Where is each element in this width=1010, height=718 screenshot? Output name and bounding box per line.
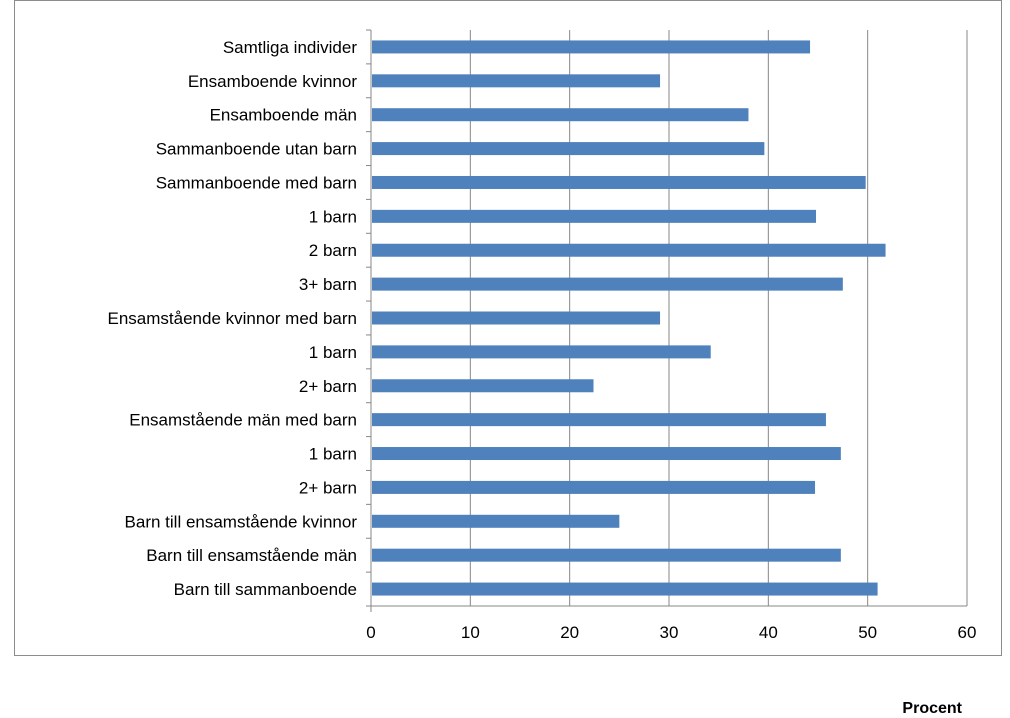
bar xyxy=(372,480,816,494)
bar xyxy=(372,548,841,562)
x-tick-label: 60 xyxy=(958,623,977,642)
bar xyxy=(372,345,711,359)
bar xyxy=(372,142,765,156)
category-label: 1 barn xyxy=(309,445,357,464)
category-label: 1 barn xyxy=(309,207,357,226)
bar xyxy=(372,277,843,291)
category-label: 2 barn xyxy=(309,241,357,260)
x-tick-label: 40 xyxy=(759,623,778,642)
bar xyxy=(372,413,826,427)
category-label: Samtliga individer xyxy=(223,38,358,57)
category-label: 2+ barn xyxy=(299,478,357,497)
x-axis-label: Procent xyxy=(902,700,962,717)
category-label: Sammanboende med barn xyxy=(156,173,357,192)
bar xyxy=(372,175,866,189)
category-label: 1 barn xyxy=(309,343,357,362)
category-label: Sammanboende utan barn xyxy=(156,140,357,159)
category-label: Barn till sammanboende xyxy=(174,580,357,599)
x-tick-label: 30 xyxy=(660,623,679,642)
category-label: Ensamboende män xyxy=(210,106,357,125)
bar xyxy=(372,243,886,257)
category-label: Barn till ensamstående män xyxy=(146,546,357,565)
bar xyxy=(372,311,661,325)
category-label: Barn till ensamstående kvinnor xyxy=(125,512,358,531)
x-tick-label: 0 xyxy=(366,623,375,642)
category-label: 2+ barn xyxy=(299,377,357,396)
x-tick-label: 10 xyxy=(461,623,480,642)
bar xyxy=(372,514,620,528)
category-label: 3+ barn xyxy=(299,275,357,294)
x-tick-label: 20 xyxy=(560,623,579,642)
category-label: Ensamstående män med barn xyxy=(129,411,357,430)
bar xyxy=(372,582,878,596)
bar xyxy=(372,74,661,88)
category-label: Ensamstående kvinnor med barn xyxy=(108,309,357,328)
bar xyxy=(372,379,594,393)
bar xyxy=(372,40,811,54)
bar xyxy=(372,209,817,223)
bar xyxy=(372,447,841,461)
category-label: Ensamboende kvinnor xyxy=(188,72,358,91)
bar xyxy=(372,108,749,122)
x-tick-label: 50 xyxy=(858,623,877,642)
